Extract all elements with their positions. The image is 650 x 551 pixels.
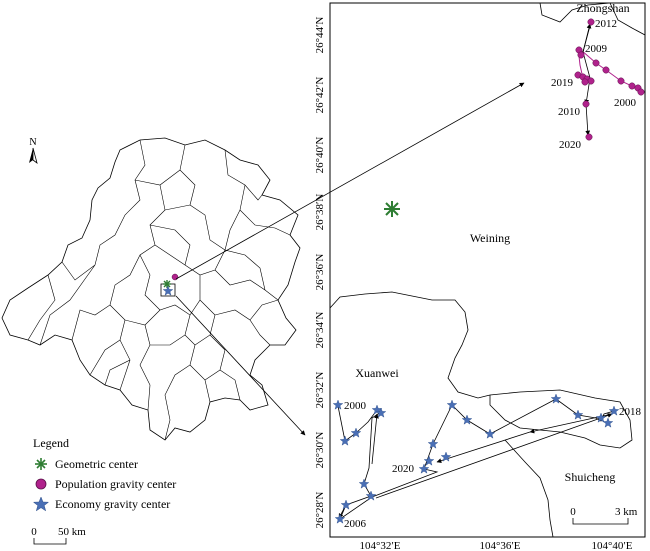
population-point	[587, 77, 595, 85]
population-point	[582, 100, 590, 108]
population-point	[587, 18, 595, 26]
boundary-weining-shuicheng	[489, 389, 633, 449]
economy-point	[485, 428, 495, 439]
population-year-label: 2000	[614, 97, 637, 109]
lat-label: 26°36′N	[314, 254, 326, 291]
detail-map-frame	[329, 2, 646, 538]
overview-scale-bar: 0 50 km	[31, 526, 86, 545]
economy-year-label: 2018	[619, 406, 642, 418]
detail-scale-distance: 3 km	[615, 506, 638, 518]
lat-label: 26°34′N	[314, 312, 326, 349]
economy-arrow-upper	[371, 413, 379, 465]
region-label-shuicheng: Shuicheng	[565, 470, 616, 484]
economy-year-label: 2020	[392, 463, 415, 475]
detail-scale-zero: 0	[570, 506, 576, 518]
economy-path-line	[337, 398, 615, 521]
detail-map: 26°44′N 26°42′N 26°40′N 26°38′N 26°36′N …	[314, 1, 646, 551]
population-arrow-2012	[582, 23, 592, 53]
region-label-zhongshan: Zhongshan	[576, 1, 629, 15]
overview-map: N 0 50 km	[1, 137, 301, 545]
connector-arrow-upper	[175, 82, 525, 280]
county-internal-boundaries	[27, 139, 291, 441]
population-year-label: 2020	[559, 139, 582, 151]
overview-population-marker	[171, 273, 179, 281]
overview-scale-distance: 50 km	[58, 526, 86, 538]
lat-label: 26°44′N	[314, 17, 326, 54]
lon-label: 104°32′E	[359, 540, 400, 551]
economy-point	[341, 499, 351, 510]
population-point	[577, 51, 585, 59]
population-year-label: 2009	[585, 43, 608, 55]
detail-scale-bar: 0 3 km	[570, 506, 638, 525]
lat-label: 26°28′N	[314, 492, 326, 529]
lat-label: 26°38′N	[314, 194, 326, 231]
overview-geometric-center-marker	[163, 280, 171, 288]
north-arrow: N	[29, 137, 38, 165]
economy-point	[603, 417, 613, 428]
longitude-labels: 104°32′E 104°36′E 104°40′E	[359, 540, 632, 551]
economy-year-label: 2000	[344, 400, 367, 412]
star-icon	[32, 496, 50, 512]
legend-label-geometric: Geometric center	[55, 457, 138, 471]
lon-label: 104°36′E	[479, 540, 520, 551]
circle-icon	[35, 478, 47, 490]
population-point	[637, 88, 645, 96]
population-arrow-2020	[585, 103, 591, 136]
legend: Legend Geometric center Population gravi…	[32, 436, 176, 512]
boundary-zhongshan	[539, 2, 646, 36]
legend-label-population: Population gravity center	[55, 477, 176, 491]
economy-point	[340, 435, 350, 446]
legend-label-economy: Economy gravity center	[55, 497, 170, 511]
region-label-weining: Weining	[470, 231, 510, 245]
economy-point	[366, 490, 376, 501]
lat-label: 26°42′N	[314, 77, 326, 114]
population-point	[602, 66, 610, 74]
population-trajectory: 2012 2009 2019 2010 2000 2020	[551, 18, 645, 151]
economy-point	[573, 409, 583, 420]
population-point	[628, 82, 636, 90]
latitude-labels: 26°44′N 26°42′N 26°40′N 26°38′N 26°36′N …	[314, 17, 326, 529]
population-point	[592, 59, 600, 67]
population-point	[617, 77, 625, 85]
economy-point	[428, 438, 438, 449]
north-label: N	[29, 137, 36, 148]
population-point	[585, 133, 593, 141]
geometric-center-marker	[384, 201, 400, 217]
lat-label: 26°40′N	[314, 137, 326, 174]
boundary-xuanwei-weining	[329, 291, 491, 399]
county-boundaries-outline	[1, 137, 301, 441]
lon-label: 104°40′E	[591, 540, 632, 551]
lat-label: 26°32′N	[314, 372, 326, 409]
overview-economy-marker	[162, 285, 174, 296]
region-label-xuanwei: Xuanwei	[355, 366, 399, 380]
population-points	[574, 18, 645, 141]
economy-point	[419, 463, 429, 474]
economy-trajectory: 2000 2018 2020 2006	[333, 393, 642, 530]
economy-arrow-mid	[436, 431, 531, 463]
connector-arrow-lower	[175, 295, 306, 436]
boundary-shuicheng-xuanwei	[504, 439, 554, 538]
economy-year-label: 2006	[344, 518, 367, 530]
overview-scale-zero: 0	[31, 526, 37, 538]
economy-point	[609, 405, 619, 416]
economy-point	[359, 478, 369, 489]
economy-points	[333, 393, 619, 524]
economy-arrow-2018	[375, 413, 613, 499]
asterisk-icon	[35, 458, 47, 470]
population-point	[581, 78, 589, 86]
population-year-label: 2019	[551, 77, 574, 89]
population-year-label: 2012	[595, 18, 617, 30]
legend-title: Legend	[33, 436, 69, 450]
lat-label: 26°30′N	[314, 432, 326, 469]
population-year-label: 2010	[558, 106, 581, 118]
